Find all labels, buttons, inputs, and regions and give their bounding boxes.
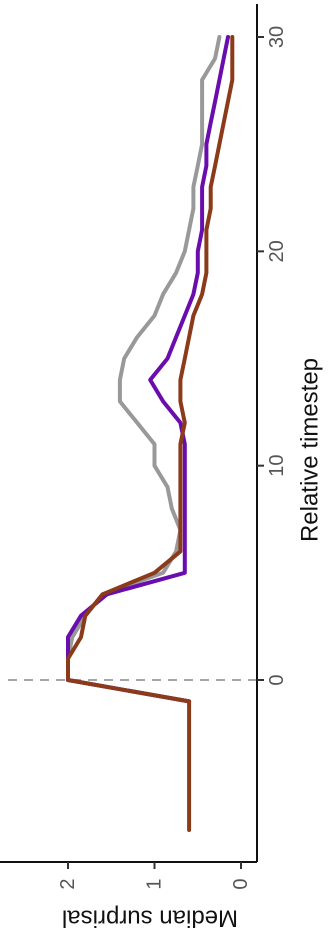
x-tick-label: 10 bbox=[266, 455, 288, 477]
x-tick-label: 30 bbox=[266, 26, 288, 48]
axes bbox=[0, 4, 264, 869]
y-tick-label: 2 bbox=[57, 878, 79, 889]
y-axis-title: Median surprisal bbox=[62, 905, 238, 932]
y-tick-label: 1 bbox=[144, 878, 166, 889]
x-tick-label: 0 bbox=[266, 674, 288, 685]
x-tick-label: 20 bbox=[266, 240, 288, 262]
y-tick-label: 0 bbox=[230, 878, 252, 889]
x-axis-title: Relative timestep bbox=[297, 358, 324, 542]
series-line-2 bbox=[66, 35, 230, 704]
tick-labels: 0 10 20 30 0 1 2 bbox=[57, 26, 288, 890]
series-line-3 bbox=[66, 35, 235, 832]
series-line-1 bbox=[66, 35, 222, 704]
plot-area bbox=[8, 35, 257, 832]
